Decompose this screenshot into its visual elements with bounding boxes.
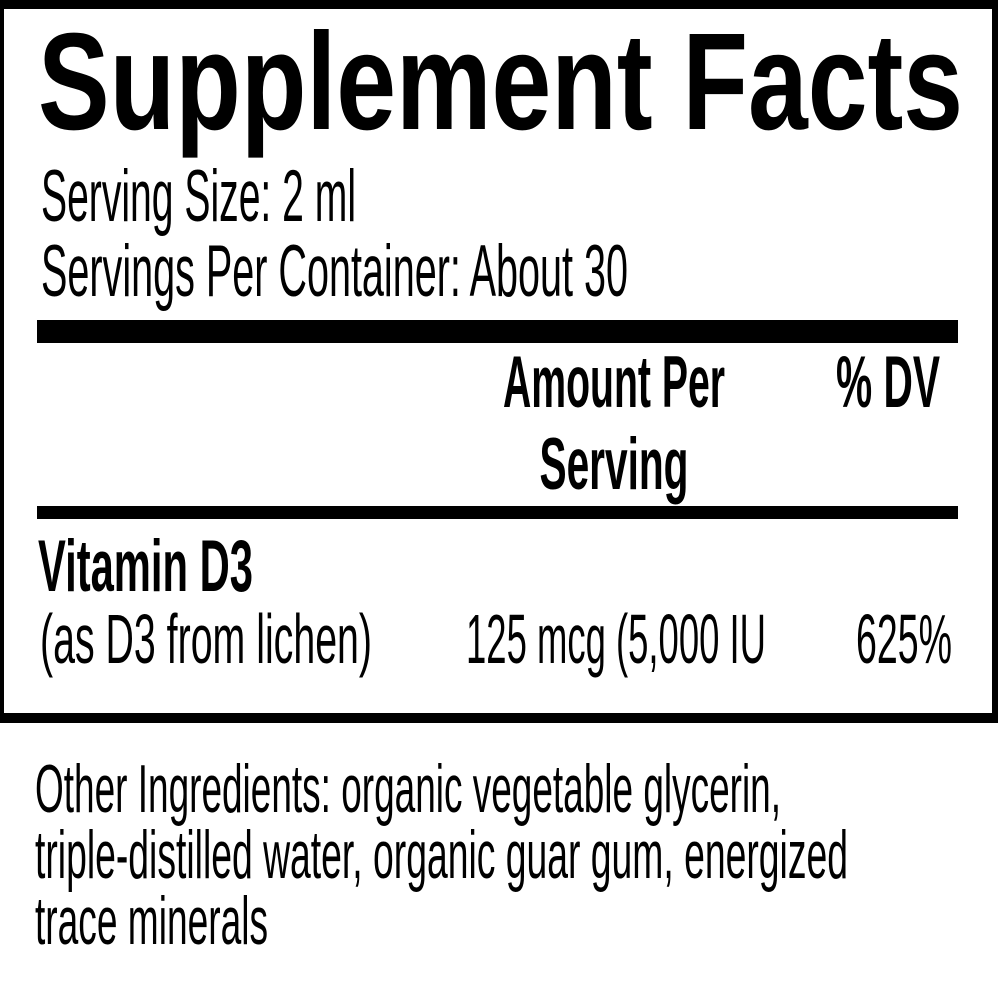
nutrient-source: (as D3 from lichen) (40, 600, 372, 678)
serving-size-text: Serving Size: 2 ml (41, 156, 356, 237)
column-header-serving: Serving (539, 424, 689, 505)
thin-divider-bar (37, 506, 958, 519)
nutrient-dv: 625% (856, 600, 952, 678)
panel-title: Supplement Facts (38, 5, 963, 159)
column-header-amount-per: Amount Per (503, 342, 725, 423)
nutrient-name: Vitamin D3 (38, 526, 253, 607)
servings-per-container-text: Servings Per Container: About 30 (41, 231, 628, 312)
other-ingredients-line: Other Ingredients: organic vegetable gly… (35, 751, 781, 827)
panel-border-box (0, 0, 998, 723)
other-ingredients-line: triple-distilled water, organic guar gum… (35, 817, 848, 893)
nutrient-amount: 125 mcg (5,000 IU (466, 600, 766, 678)
column-header-dv: % DV (836, 342, 940, 423)
other-ingredients-line: trace minerals (35, 883, 268, 959)
thick-divider-bar (37, 320, 958, 343)
